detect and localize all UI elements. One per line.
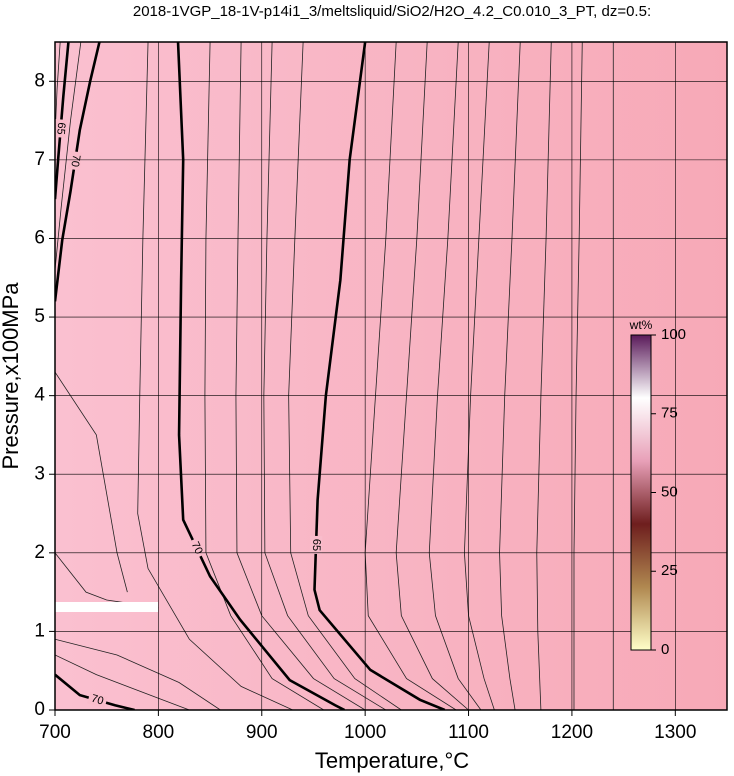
colorbar-tick-label: 75 <box>661 405 678 422</box>
missing-data-strip <box>55 602 158 612</box>
y-tick-label: 2 <box>34 542 45 563</box>
x-tick-label: 1100 <box>448 722 489 743</box>
contour-label: 70 <box>90 693 105 708</box>
x-tick-label: 1200 <box>551 722 593 743</box>
x-tick-label: 1000 <box>344 722 386 743</box>
thin-contour <box>55 638 221 710</box>
y-tick-label: 1 <box>34 620 45 641</box>
thin-contour <box>55 371 128 593</box>
colorbar-tick-label: 0 <box>661 641 669 658</box>
x-tick-label: 1300 <box>654 722 696 743</box>
y-tick-label: 4 <box>34 385 45 406</box>
colorbar <box>630 334 652 651</box>
contour-label-bg <box>187 537 206 559</box>
colorbar-tick-label: 25 <box>661 562 678 579</box>
contour-label: 65 <box>54 122 67 135</box>
y-axis-label: Pressure,x100MPa <box>0 282 23 470</box>
x-tick-label: 800 <box>143 722 175 743</box>
thin-contour <box>137 42 293 710</box>
colorbar-tick-label: 50 <box>661 483 678 500</box>
x-axis-label: Temperature,°C <box>315 748 469 773</box>
contour-label: 70 <box>68 154 82 168</box>
plot-frame <box>54 41 728 711</box>
y-tick-label: 7 <box>34 149 45 170</box>
colorbar-label: wt% <box>629 318 653 332</box>
y-tick-label: 5 <box>34 306 45 327</box>
y-tick-label: 6 <box>34 227 45 248</box>
contour-label-bg <box>67 150 83 171</box>
contour-label-bg <box>55 118 68 138</box>
colorbar-tick-label: 100 <box>661 326 686 343</box>
chart-title: 2018-1VGP_18-1V-p14i1_3/meltsliquid/SiO2… <box>133 3 651 20</box>
x-tick-label: 700 <box>39 722 71 743</box>
contour-label-bg <box>309 535 323 555</box>
y-tick-label: 8 <box>34 70 45 91</box>
contour-label-bg <box>87 691 108 709</box>
thin-contour <box>55 654 190 710</box>
y-tick-label: 3 <box>34 463 45 484</box>
plot-background <box>55 42 727 710</box>
contour-label: 70 <box>189 540 205 556</box>
x-tick-label: 900 <box>246 722 278 743</box>
contour-label: 65 <box>310 539 322 552</box>
y-tick-label: 0 <box>34 699 45 720</box>
